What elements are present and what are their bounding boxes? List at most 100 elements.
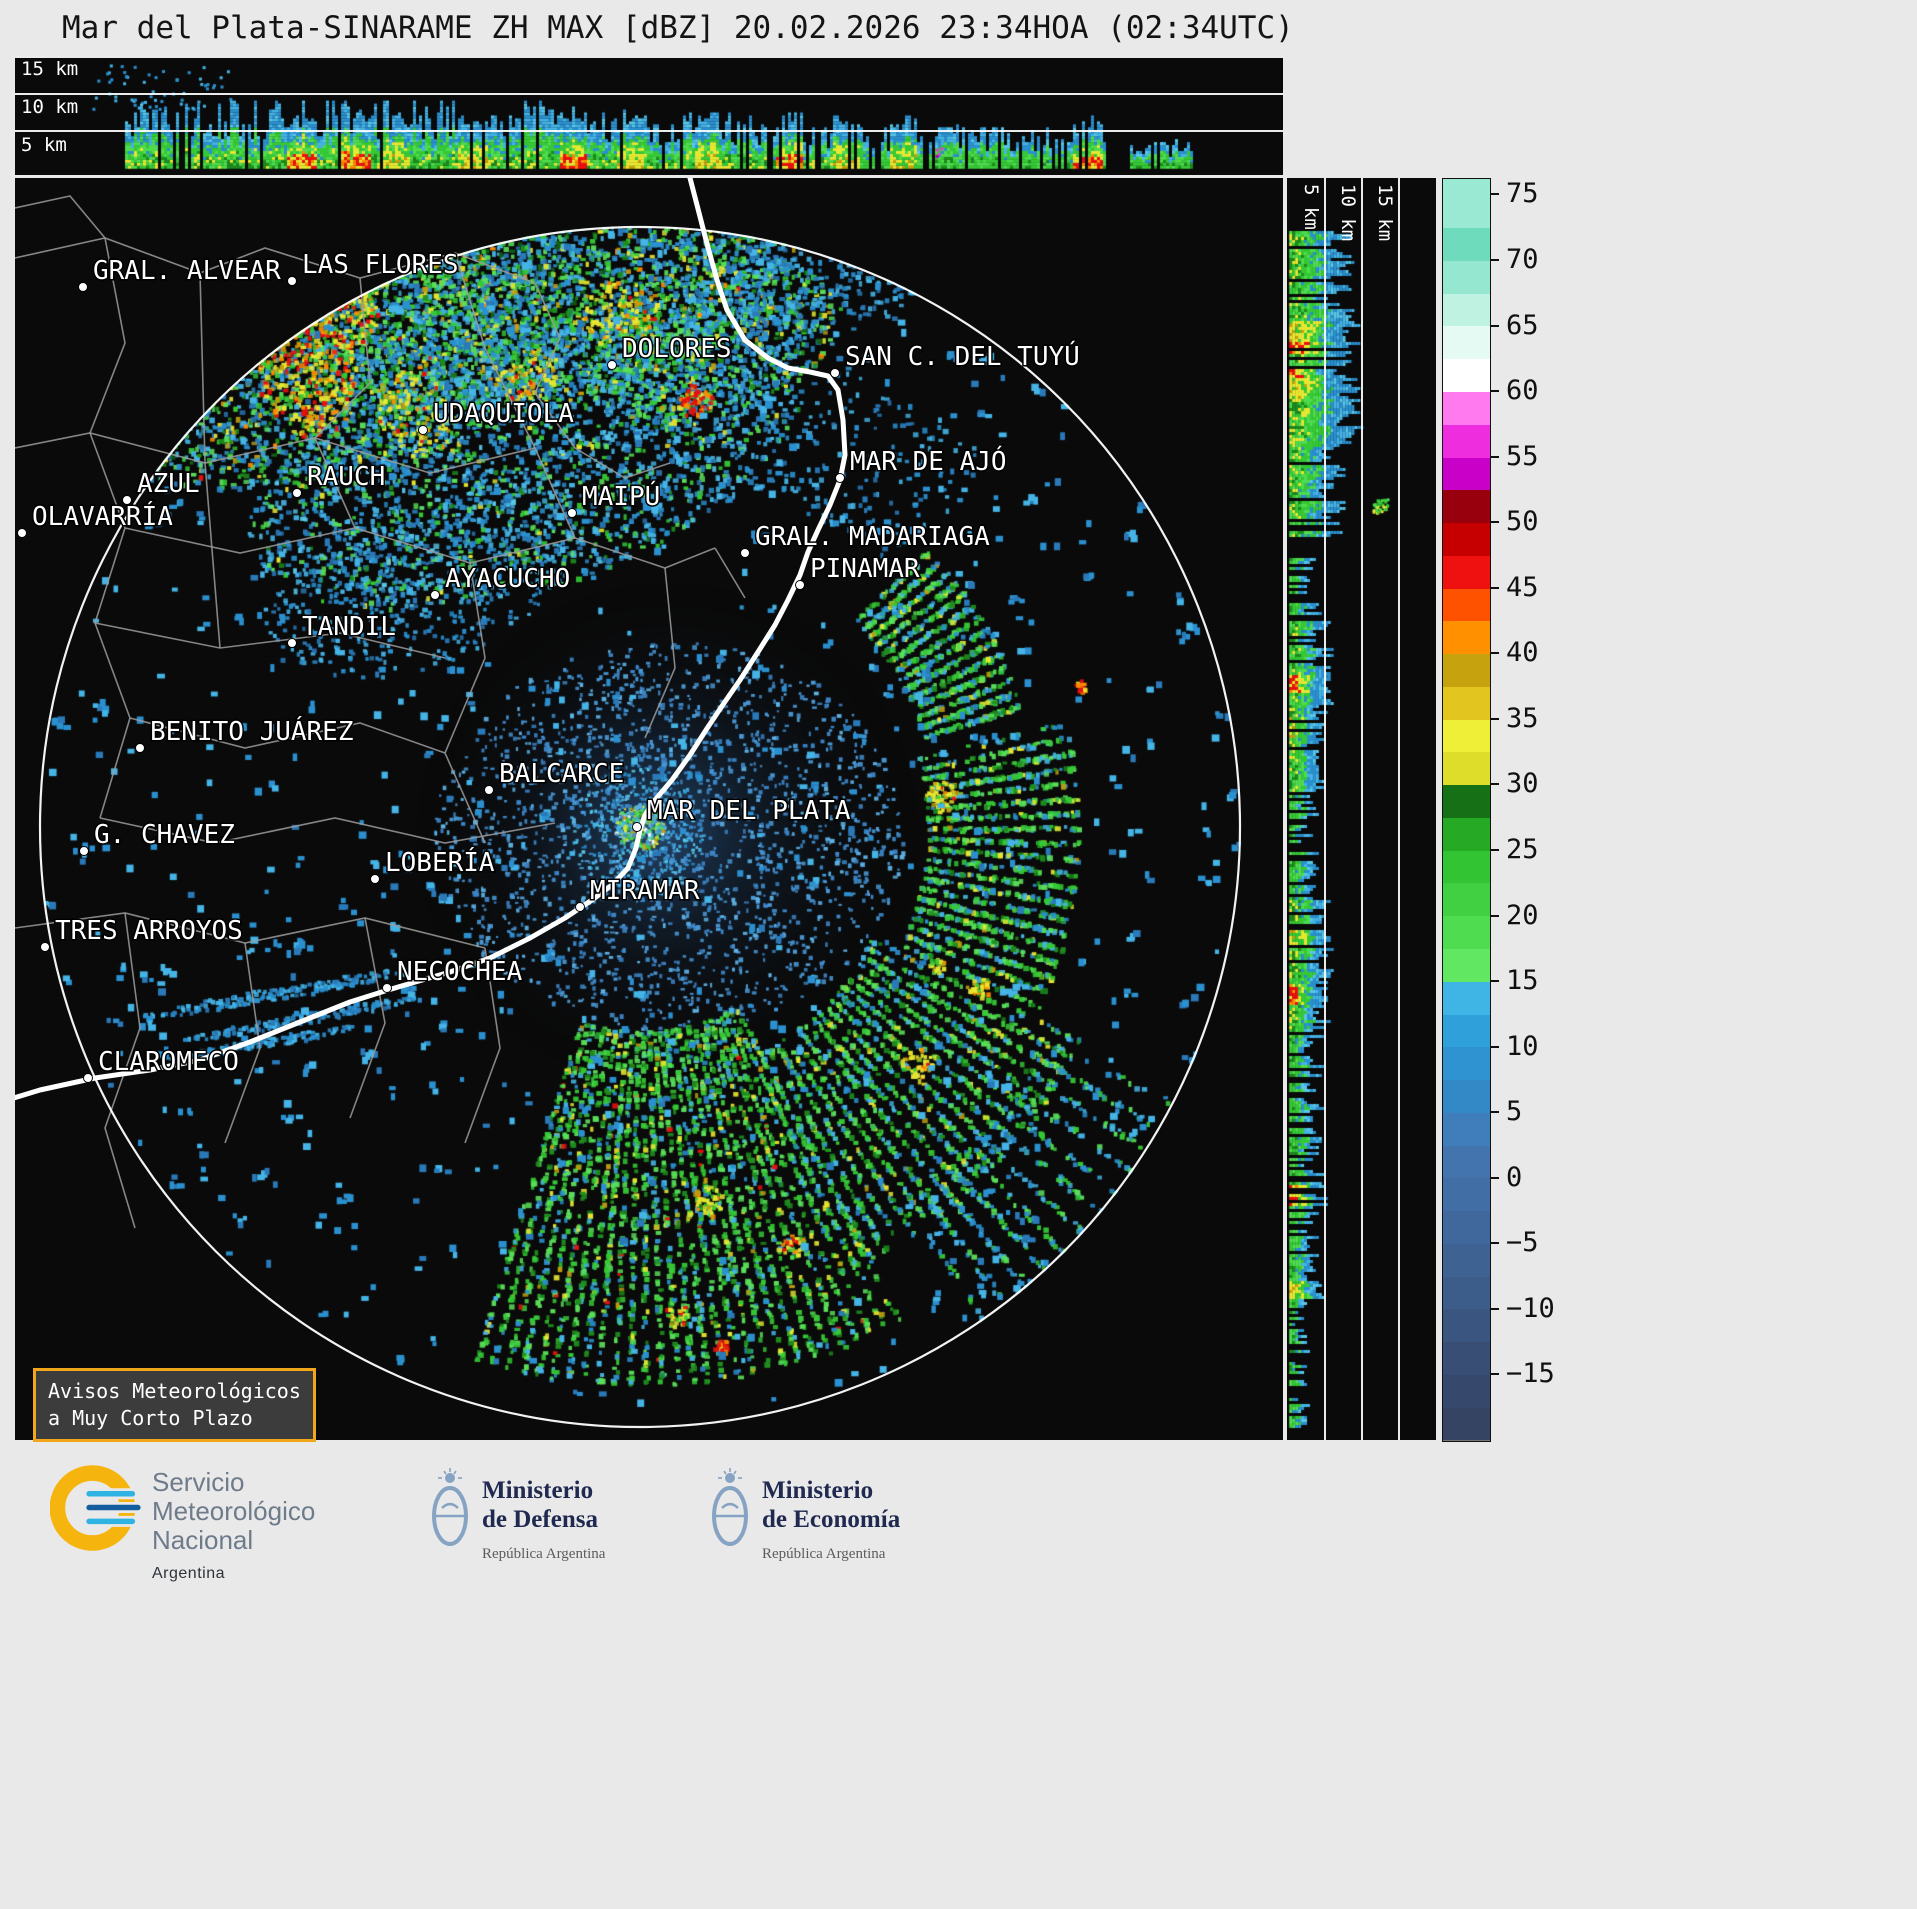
colorbar-segment <box>1443 916 1490 949</box>
colorbar-tick-label: 35 <box>1506 702 1539 734</box>
ministry-defensa-logo: Ministerio de Defensa República Argentin… <box>428 1466 605 1562</box>
ministry-name-line-1: Ministerio <box>482 1477 594 1504</box>
altitude-label-15km: 15 km <box>21 58 79 80</box>
city-dot <box>83 1073 93 1083</box>
colorbar-tick-mark <box>1490 521 1499 524</box>
colorbar-segment <box>1443 719 1490 753</box>
range-ring <box>38 225 1242 1429</box>
colorbar-segment <box>1443 260 1490 294</box>
coastline <box>15 178 848 1101</box>
city-dot <box>430 590 440 600</box>
city-dot <box>632 822 642 832</box>
colorbar-tick-label: 40 <box>1506 637 1539 669</box>
colorbar-tick-mark <box>1490 1242 1499 1245</box>
colorbar-tick-mark <box>1490 1111 1499 1114</box>
city-dot <box>292 488 302 498</box>
city-dot <box>79 846 89 856</box>
colorbar-tick-mark <box>1490 914 1499 917</box>
colorbar-tick-label: −5 <box>1506 1227 1539 1259</box>
warning-line-1: Avisos Meteorológicos <box>48 1379 301 1403</box>
colorbar-tick-mark <box>1490 193 1499 196</box>
city-dot <box>567 508 577 518</box>
colorbar-tick-label: 10 <box>1506 1030 1539 1062</box>
district-boundary <box>444 562 486 844</box>
colorbar-segment <box>1443 981 1490 1015</box>
city-label: DOLORES <box>622 334 732 364</box>
colorbar-tick-label: 30 <box>1506 768 1539 800</box>
colorbar-segment <box>1443 1145 1490 1179</box>
colorbar-tick-label: 60 <box>1506 374 1539 406</box>
colorbar-segment <box>1443 391 1490 425</box>
smn-line-2: Meteorológico <box>152 1496 316 1526</box>
smn-line-1: Servicio <box>152 1467 245 1497</box>
colorbar-tick-label: 25 <box>1506 833 1539 865</box>
district-boundary <box>224 942 261 1144</box>
city-label: TRES ARROYOS <box>55 916 243 946</box>
colorbar-segment <box>1443 1112 1490 1146</box>
city-label: RAUCH <box>307 462 385 492</box>
city-dot <box>78 282 88 292</box>
city-label: MAIPÚ <box>582 480 660 512</box>
city-dot <box>607 360 617 370</box>
district-boundary <box>15 195 106 239</box>
colorbar-tick-mark <box>1490 324 1499 327</box>
dbz-colorbar-ticks: 75 70 65 60 55 50 45 40 35 30 25 20 15 10 5 0 −5 −10 −15 <box>1490 178 1600 1440</box>
colorbar-tick-label: 0 <box>1506 1161 1523 1193</box>
altitude-label-15km: 15 km <box>1374 184 1396 242</box>
colorbar-tick-mark <box>1490 783 1499 786</box>
colorbar-segment <box>1443 1243 1490 1277</box>
city-label: LOBERÍA <box>385 846 495 878</box>
city-label: AYACUCHO <box>445 564 570 594</box>
district-boundary <box>349 917 386 1119</box>
colorbar-segment <box>1443 326 1490 360</box>
colorbar-tick-label: 15 <box>1506 964 1539 996</box>
warning-badge[interactable]: Avisos Meteorológicos a Muy Corto Plazo <box>33 1368 316 1442</box>
district-boundary <box>574 537 716 569</box>
city-dot <box>484 785 494 795</box>
city-label: NECOCHEA <box>397 957 523 987</box>
dbz-colorbar <box>1442 178 1491 1442</box>
altitude-line-15km <box>15 56 1283 58</box>
city-label: MAR DEL PLATA <box>647 796 851 826</box>
colorbar-segment <box>1443 359 1490 392</box>
district-boundary <box>314 277 371 439</box>
colorbar-segment <box>1443 1211 1490 1244</box>
colorbar-segment <box>1443 1276 1490 1310</box>
coat-of-arms-icon <box>432 1468 468 1546</box>
colorbar-segment <box>1443 1014 1490 1048</box>
city-dot <box>418 425 428 435</box>
colorbar-segment <box>1443 523 1490 556</box>
colorbar-tick-label: 20 <box>1506 899 1539 931</box>
colorbar-tick-label: 5 <box>1506 1096 1523 1128</box>
colorbar-tick-mark <box>1490 1045 1499 1048</box>
city-dot <box>370 874 380 884</box>
colorbar-segment <box>1443 293 1490 327</box>
colorbar-segment <box>1443 785 1490 818</box>
radar-ppi-panel: GRAL. ALVEAR LAS FLORES DOLORES SAN C. DEL … <box>15 178 1283 1442</box>
colorbar-tick-mark <box>1490 980 1499 983</box>
city-dot <box>382 983 392 993</box>
city-dot <box>287 638 297 648</box>
district-boundary <box>124 527 576 564</box>
map-overlay: GRAL. ALVEAR LAS FLORES DOLORES SAN C. DEL … <box>15 178 1242 1429</box>
city-dot <box>795 580 805 590</box>
ministry-name-line-1: Ministerio <box>762 1477 874 1504</box>
city-label: UDAQUIOLA <box>433 399 574 429</box>
city-label: TANDIL <box>302 612 396 642</box>
colorbar-tick-label: 55 <box>1506 440 1539 472</box>
colorbar-segment <box>1443 621 1490 655</box>
smn-logo <box>50 1465 142 1551</box>
coat-of-arms-icon <box>712 1468 748 1546</box>
colorbar-segment <box>1443 1374 1490 1408</box>
altitude-label-5km: 5 km <box>21 134 67 156</box>
colorbar-tick-label: 75 <box>1506 178 1539 210</box>
smn-line-3: Nacional <box>152 1525 254 1555</box>
city-label: SAN C. DEL TUYÚ <box>845 340 1080 372</box>
district-boundary <box>99 817 556 844</box>
warning-line-2: a Muy Corto Plazo <box>48 1406 253 1430</box>
colorbar-tick-mark <box>1490 455 1499 458</box>
city-label: BALCARCE <box>499 759 624 789</box>
city-dot <box>740 548 750 558</box>
city-dot <box>40 942 50 952</box>
city-label: AZUL <box>137 469 200 499</box>
